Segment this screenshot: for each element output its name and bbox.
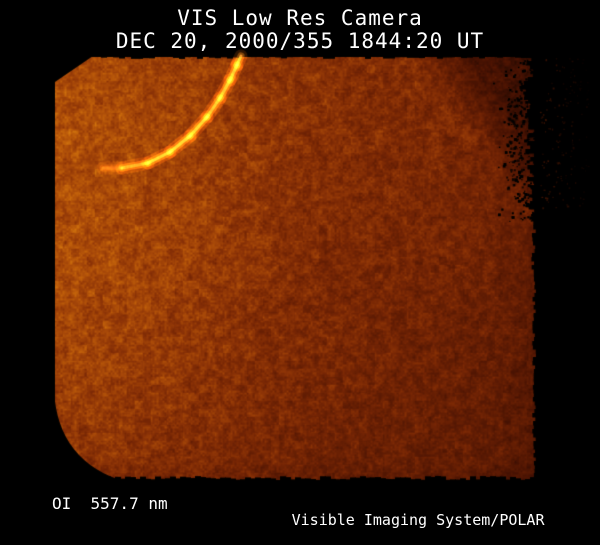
credit-line-instrument: Visible Imaging System/POLAR [291,511,545,529]
wavelength-label: OI 557.7 nm [52,494,168,513]
credit-block: Visible Imaging System/POLAR The Univers… [253,493,547,545]
